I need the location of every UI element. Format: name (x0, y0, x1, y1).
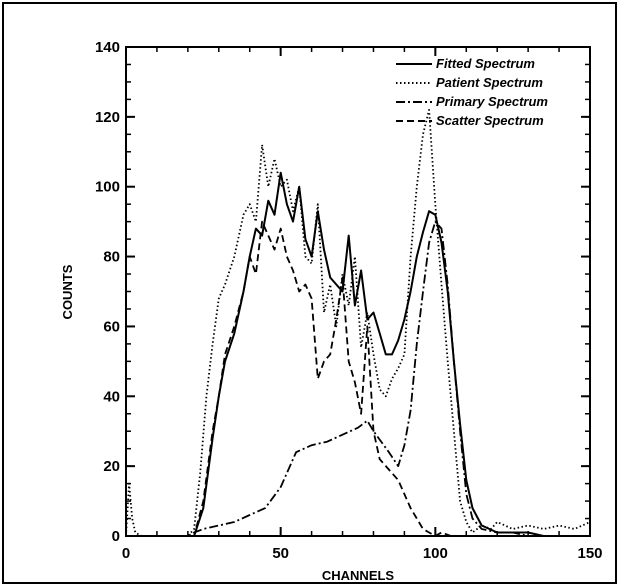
legend-label: Patient Spectrum (436, 75, 543, 90)
x-axis-title: CHANNELS (322, 568, 395, 583)
y-tick-label: 60 (103, 318, 120, 335)
x-tick-label: 50 (272, 545, 289, 562)
legend-label: Fitted Spectrum (436, 56, 535, 71)
x-tick-label: 150 (577, 545, 602, 562)
y-tick-label: 140 (95, 39, 120, 56)
y-tick-label: 0 (112, 528, 120, 545)
series-line-patient-spectrum (125, 109, 591, 537)
series-layer (125, 109, 591, 537)
y-tick-label: 40 (103, 388, 120, 405)
legend: Fitted Spectrum Patient Spectrum Primary S… (396, 56, 548, 128)
y-tick-label: 80 (103, 249, 120, 266)
y-tick-label: 120 (95, 109, 120, 126)
series-line-fitted-spectrum (126, 171, 590, 537)
ticks-layer: 0 50 100 150 0 20 40 60 80 100 120 140 (95, 39, 603, 562)
legend-label: Scatter Spectrum (436, 113, 544, 128)
x-tick-label: 100 (423, 545, 448, 562)
y-axis-title: COUNTS (60, 264, 75, 319)
y-tick-label: 20 (103, 458, 120, 475)
x-tick-label: 0 (122, 545, 130, 562)
y-tick-label: 100 (95, 179, 120, 196)
series-line-scatter-spectrum (126, 220, 590, 537)
legend-label: Primary Spectrum (436, 94, 548, 109)
series-line-primary-spectrum (126, 220, 590, 537)
